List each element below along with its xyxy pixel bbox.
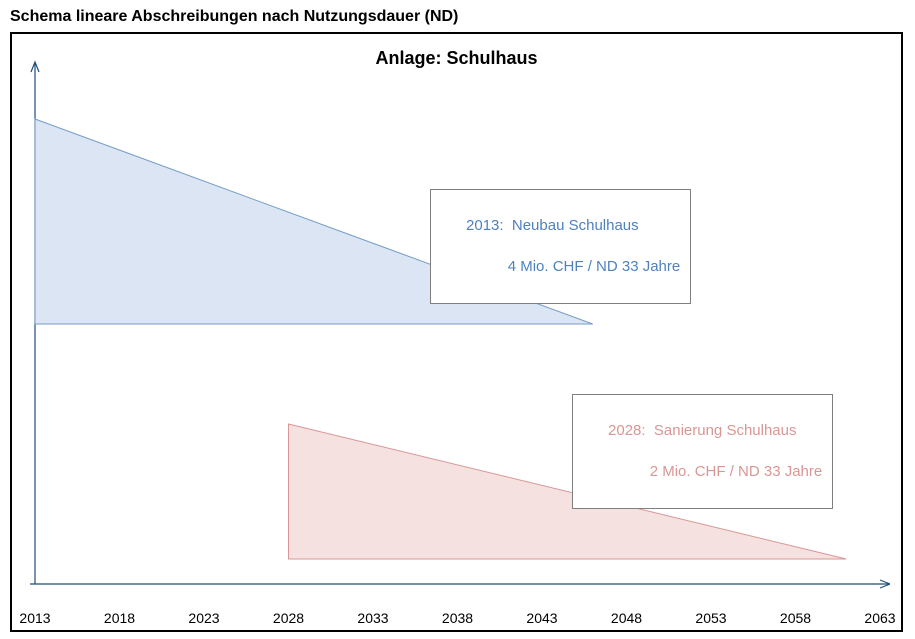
x-tick-label: 2053 xyxy=(695,610,726,626)
page-title: Schema lineare Abschreibungen nach Nutzu… xyxy=(0,0,915,32)
x-tick-label: 2018 xyxy=(104,610,135,626)
x-tick-label: 2038 xyxy=(442,610,473,626)
chart-frame: Anlage: Schulhaus 2013: Neubau Schulhaus… xyxy=(10,32,903,632)
info-box-sanierung: 2028: Sanierung Schulhaus 2 Mio. CHF / N… xyxy=(572,394,833,509)
x-tick-label: 2033 xyxy=(357,610,388,626)
x-tick-label: 2043 xyxy=(526,610,557,626)
chart-svg xyxy=(30,54,890,599)
x-tick-label: 2058 xyxy=(780,610,811,626)
x-tick-label: 2048 xyxy=(611,610,642,626)
info-neubau-line2: 4 Mio. CHF / ND 33 Jahre xyxy=(466,258,680,275)
x-tick-label: 2013 xyxy=(19,610,50,626)
plot-area: 2013: Neubau Schulhaus 4 Mio. CHF / ND 3… xyxy=(30,54,890,599)
info-box-neubau: 2013: Neubau Schulhaus 4 Mio. CHF / ND 3… xyxy=(430,189,691,304)
x-tick-label: 2063 xyxy=(864,610,895,626)
info-sanierung-line2: 2 Mio. CHF / ND 33 Jahre xyxy=(608,463,822,480)
info-sanierung-line1: 2028: Sanierung Schulhaus xyxy=(608,422,796,439)
x-axis-ticks: 2013 2018 2023 2028 2033 2038 2043 2048 2053 2058… xyxy=(12,608,901,626)
info-neubau-line1: 2013: Neubau Schulhaus xyxy=(466,217,639,234)
x-tick-label: 2028 xyxy=(273,610,304,626)
x-tick-label: 2023 xyxy=(188,610,219,626)
